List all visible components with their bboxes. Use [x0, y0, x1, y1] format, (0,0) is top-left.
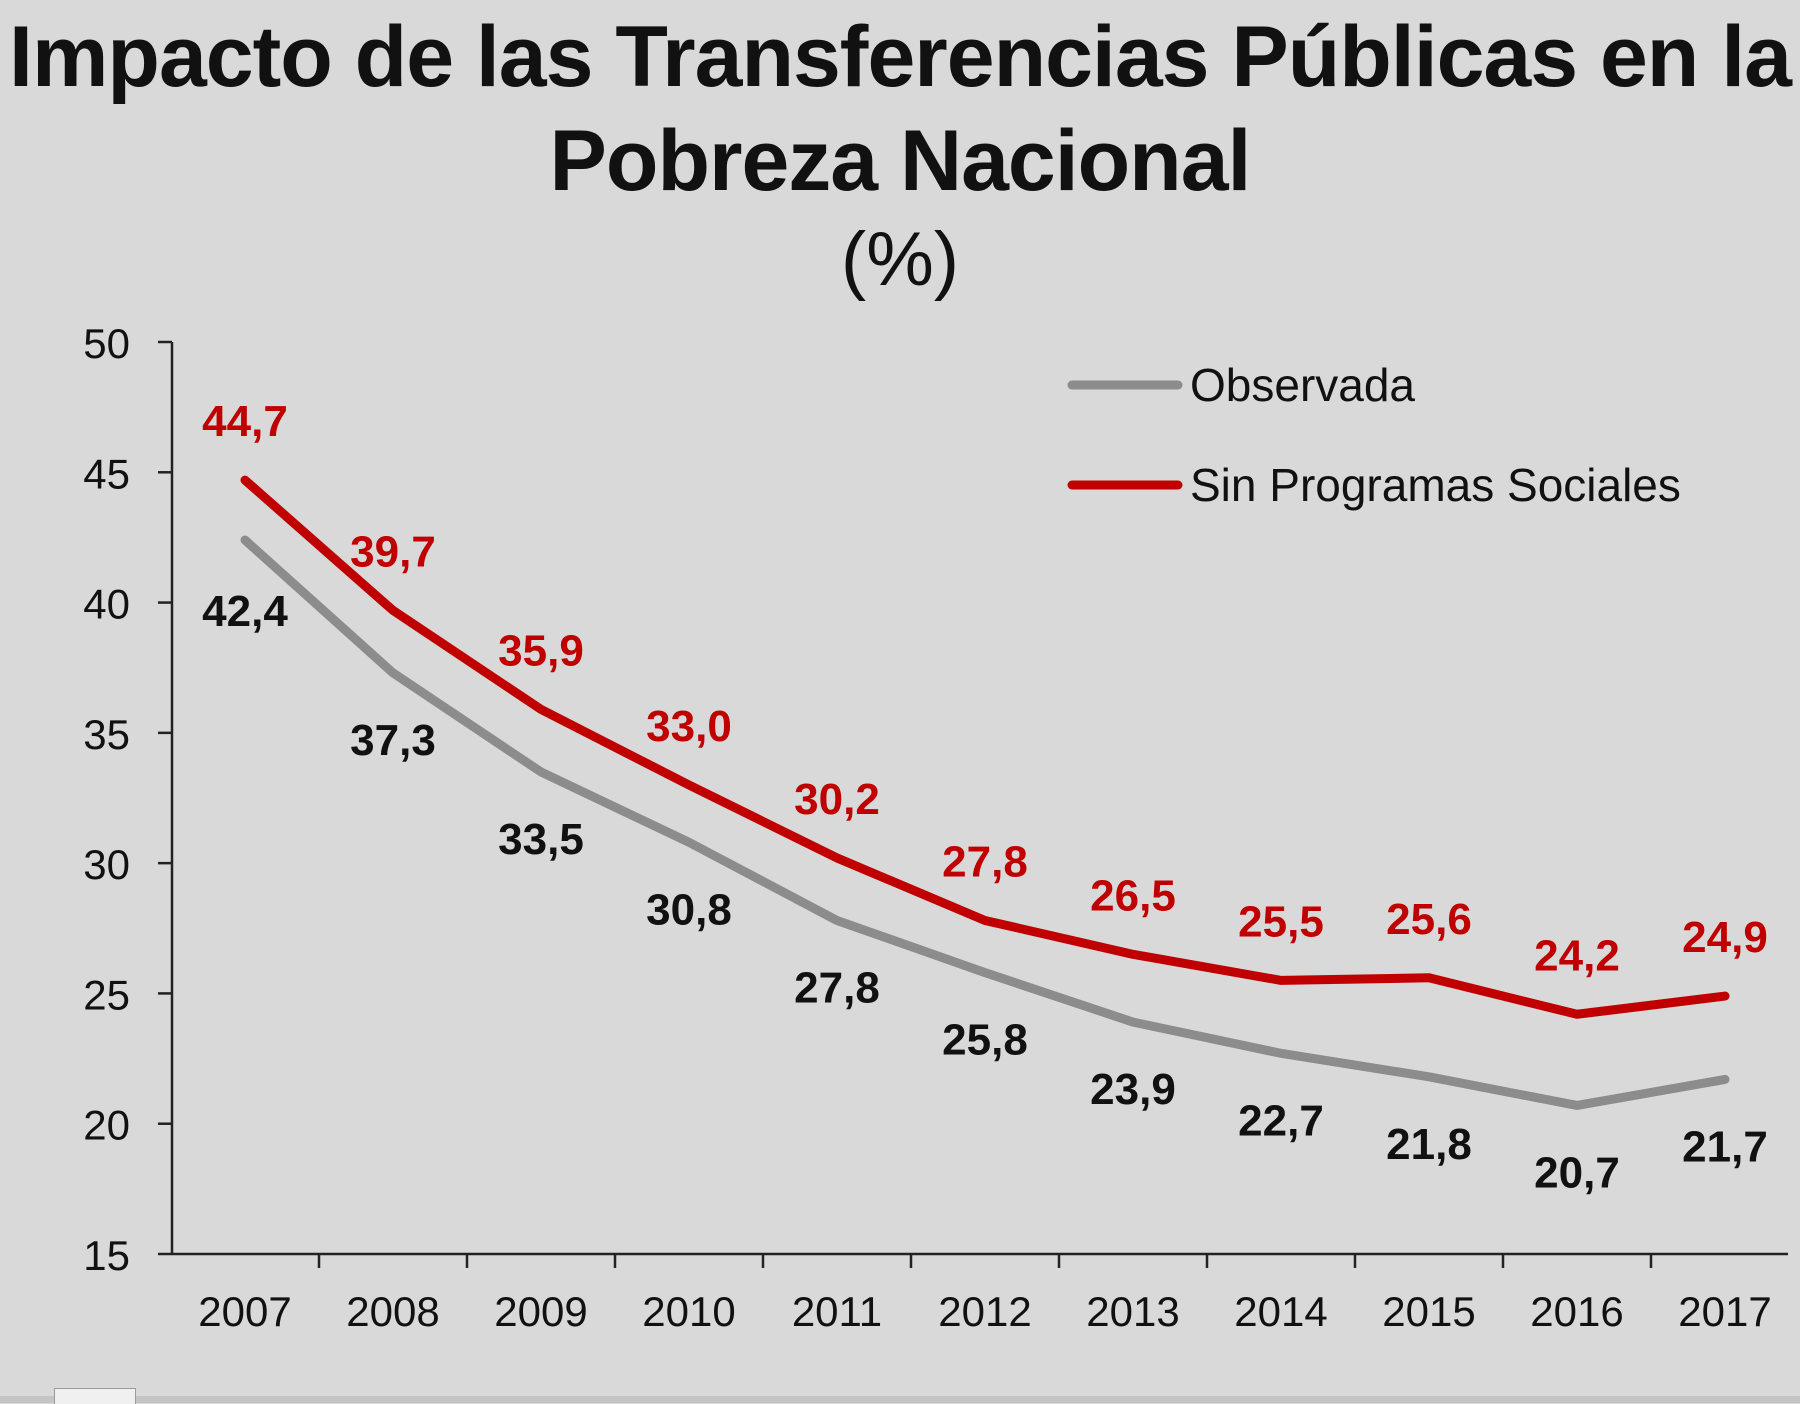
- x-tick-label: 2009: [494, 1288, 587, 1335]
- data-label: 33,5: [498, 815, 584, 864]
- data-label: 44,7: [202, 397, 288, 446]
- y-tick-label: 40: [83, 581, 130, 628]
- chart-subtitle: (%): [840, 217, 960, 302]
- x-tick-label: 2017: [1678, 1288, 1771, 1335]
- y-tick-label: 35: [83, 711, 130, 758]
- y-tick-label: 50: [83, 320, 130, 367]
- chart-title-line-1: Impacto de las Transferencias Públicas e…: [9, 9, 1792, 105]
- x-tick-label: 2008: [346, 1288, 439, 1335]
- data-label: 25,8: [942, 1016, 1028, 1065]
- data-label: 27,8: [942, 837, 1028, 886]
- data-label: 30,2: [794, 775, 880, 824]
- y-tick-label: 20: [83, 1102, 130, 1149]
- x-tick-label: 2014: [1234, 1288, 1327, 1335]
- data-label: 25,5: [1238, 897, 1324, 946]
- data-label: 21,8: [1386, 1120, 1472, 1169]
- bottom-scrollbar[interactable]: [0, 1396, 1800, 1403]
- data-label: 37,3: [350, 716, 436, 765]
- x-tick-label: 2016: [1530, 1288, 1623, 1335]
- y-tick-label: 30: [83, 841, 130, 888]
- data-label: 21,7: [1682, 1122, 1768, 1171]
- legend-label: Observada: [1190, 359, 1415, 411]
- data-label: 42,4: [202, 587, 288, 636]
- x-tick-label: 2007: [198, 1288, 291, 1335]
- data-label: 33,0: [646, 702, 732, 751]
- x-tick-label: 2010: [642, 1288, 735, 1335]
- series-line-sin-programas-sociales: [240, 475, 1730, 1019]
- data-label: 25,6: [1386, 895, 1472, 944]
- y-tick-label: 45: [83, 450, 130, 497]
- bottom-tab[interactable]: [54, 1388, 136, 1404]
- chart-title-line-2: Pobreza Nacional: [549, 113, 1252, 209]
- data-label: 35,9: [498, 626, 584, 675]
- data-label: 27,8: [794, 963, 880, 1012]
- legend-label: Sin Programas Sociales: [1190, 459, 1681, 511]
- data-label: 24,2: [1534, 931, 1620, 980]
- x-tick-label: 2012: [938, 1288, 1031, 1335]
- data-label: 30,8: [646, 885, 732, 934]
- data-label: 24,9: [1682, 913, 1768, 962]
- x-tick-label: 2015: [1382, 1288, 1475, 1335]
- x-tick-label: 2013: [1086, 1288, 1179, 1335]
- y-tick-label: 25: [83, 971, 130, 1018]
- data-label: 20,7: [1534, 1148, 1620, 1197]
- data-label: 22,7: [1238, 1096, 1324, 1145]
- x-tick-label: 2011: [792, 1288, 882, 1335]
- data-label: 23,9: [1090, 1065, 1176, 1114]
- y-tick-label: 15: [83, 1232, 130, 1279]
- data-label: 26,5: [1090, 871, 1176, 920]
- data-label: 39,7: [350, 527, 436, 576]
- series-line-observada: [240, 535, 1730, 1110]
